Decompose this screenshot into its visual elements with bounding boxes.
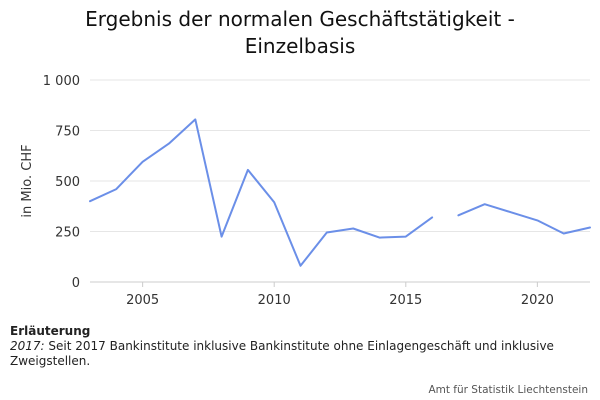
x-tick-label: 2005 — [126, 293, 159, 308]
y-tick-label: 250 — [55, 226, 80, 241]
notes-heading: Erläuterung — [10, 324, 91, 338]
chart-title-line-1: Ergebnis der normalen Geschäftstätigkeit… — [85, 7, 515, 31]
series-line-segment — [89, 118, 434, 267]
chart-title-line-2: Einzelbasis — [244, 34, 356, 58]
note-key: 2017: — [10, 339, 45, 353]
y-tick-label: 1 000 — [43, 74, 80, 89]
y-axis-label: in Mio. CHF — [20, 144, 35, 217]
chart-title: Ergebnis der normalen Geschäftstätigkeit… — [0, 6, 600, 60]
x-tick-label: 2020 — [521, 293, 554, 308]
source-label: Amt für Statistik Liechtenstein — [428, 384, 588, 396]
note-item: 2017: Seit 2017 Bankinstitute inklusive … — [10, 339, 570, 369]
note-text: Seit 2017 Bankinstitute inklusive Bankin… — [10, 339, 554, 368]
y-tick-label: 750 — [55, 125, 80, 140]
line-chart: 0 250 500 750 1 000 2005 2010 2015 2020 in Mio. C… — [20, 74, 591, 308]
x-tick-label: 2010 — [258, 293, 291, 308]
x-tick-label: 2015 — [389, 293, 422, 308]
notes: Erläuterung 2017: Seit 2017 Bankinstitut… — [10, 324, 570, 369]
y-tick-label: 500 — [55, 175, 80, 190]
series-line-segment — [457, 203, 591, 235]
y-tick-label: 0 — [72, 276, 80, 291]
